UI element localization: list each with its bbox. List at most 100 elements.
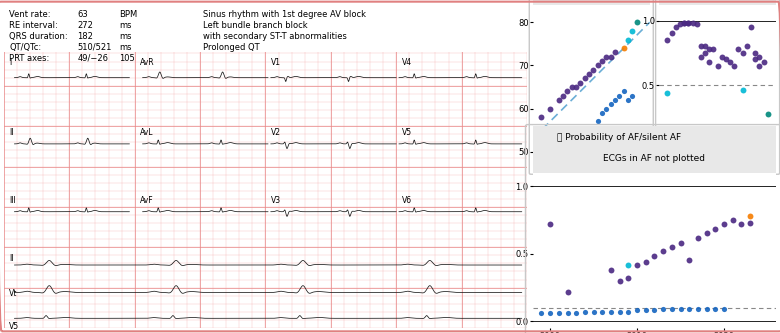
Point (686, 20, 699, 26)
Point (609, 97, 622, 103)
Point (604, 54, 617, 59)
Point (648, 254, 661, 259)
Point (735, 221, 747, 227)
Point (761, 111, 774, 116)
Point (600, 106, 612, 111)
Text: 63: 63 (77, 10, 88, 19)
Point (596, 309, 608, 314)
Text: ms: ms (119, 21, 132, 30)
Point (683, 306, 696, 312)
Point (709, 227, 722, 232)
Point (579, 309, 591, 314)
Text: V3: V3 (271, 195, 281, 204)
Point (622, 275, 635, 281)
Point (626, 93, 639, 98)
Point (562, 289, 574, 294)
Point (682, 20, 695, 26)
Point (622, 97, 634, 103)
Point (741, 44, 753, 49)
Point (661, 90, 674, 96)
Point (753, 63, 766, 69)
Point (648, 308, 661, 313)
Text: II: II (9, 254, 13, 263)
Text: V1: V1 (271, 58, 281, 67)
FancyBboxPatch shape (659, 0, 776, 5)
Text: ms: ms (119, 43, 132, 52)
Point (631, 308, 644, 313)
Point (591, 63, 604, 68)
Point (544, 310, 556, 316)
Point (699, 50, 711, 56)
Point (674, 22, 686, 27)
Point (657, 248, 669, 254)
Point (703, 59, 715, 65)
Point (640, 259, 652, 264)
Text: QRS duration:: QRS duration: (9, 32, 68, 41)
Text: ms: ms (119, 32, 132, 41)
Point (745, 24, 757, 30)
Point (544, 221, 556, 227)
Point (622, 309, 635, 314)
Point (674, 306, 686, 312)
Point (552, 97, 565, 103)
Point (683, 258, 696, 263)
Text: Vt: Vt (9, 289, 17, 298)
Point (613, 309, 626, 314)
Point (749, 50, 761, 56)
Point (695, 44, 707, 49)
Text: 272: 272 (77, 21, 93, 30)
Text: I: I (9, 58, 12, 67)
Text: ⓘ Probability of AF/silent AF: ⓘ Probability of AF/silent AF (557, 133, 681, 142)
Point (535, 310, 548, 316)
Point (753, 54, 766, 59)
Text: Sinus rhythm with 1st degree AV block: Sinus rhythm with 1st degree AV block (203, 10, 366, 19)
Point (561, 89, 573, 94)
Text: III: III (9, 195, 16, 204)
Point (657, 306, 669, 312)
Point (640, 308, 652, 313)
Text: Vent rate:: Vent rate: (9, 10, 51, 19)
Point (744, 213, 757, 218)
Text: BPM: BPM (119, 10, 137, 19)
Point (665, 306, 678, 312)
Text: V4: V4 (402, 58, 412, 67)
Text: V5: V5 (402, 128, 412, 137)
Point (665, 244, 678, 250)
Point (626, 28, 639, 34)
Point (700, 231, 713, 236)
Point (703, 46, 715, 52)
Point (720, 57, 732, 62)
Text: V2: V2 (271, 128, 281, 137)
Point (604, 267, 617, 273)
Point (661, 37, 674, 43)
Text: V6: V6 (402, 195, 412, 204)
Point (711, 63, 724, 69)
Point (587, 67, 600, 72)
Point (692, 235, 704, 240)
Point (718, 306, 730, 312)
Point (570, 310, 583, 316)
Text: AvF: AvF (140, 195, 154, 204)
Point (613, 93, 626, 98)
Point (678, 20, 690, 26)
Text: ECGs in AF not plotted: ECGs in AF not plotted (604, 154, 705, 163)
Point (622, 37, 634, 42)
Text: RE interval:: RE interval: (9, 21, 58, 30)
Text: QT/QTc:: QT/QTc: (9, 43, 41, 52)
Point (566, 84, 578, 90)
Point (699, 44, 711, 49)
Point (724, 59, 736, 65)
Point (570, 84, 583, 90)
Point (604, 309, 617, 314)
FancyBboxPatch shape (533, 0, 650, 5)
Point (669, 24, 682, 30)
Point (604, 102, 617, 107)
Point (552, 310, 565, 316)
Point (744, 220, 757, 225)
Text: Prolonged QT: Prolonged QT (203, 43, 259, 52)
Point (618, 46, 630, 51)
Text: AvR: AvR (140, 58, 154, 67)
Text: 105: 105 (119, 54, 135, 63)
Point (535, 115, 548, 120)
Point (736, 50, 749, 56)
